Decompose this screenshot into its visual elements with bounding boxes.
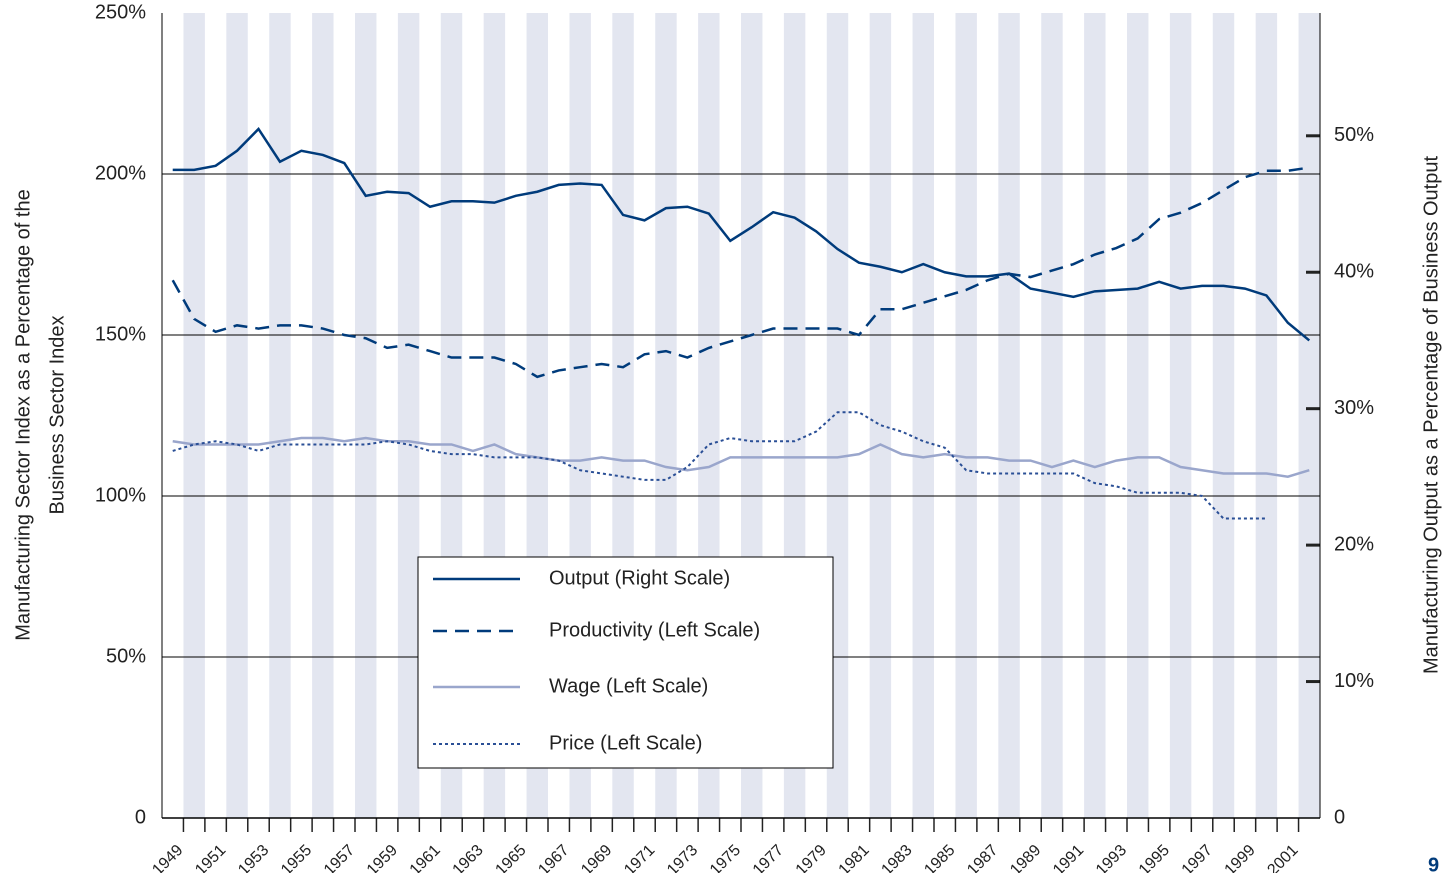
- legend-label: Productivity (Left Scale): [549, 619, 760, 641]
- page-number: 9: [1428, 854, 1439, 873]
- x-tick-label: 1983: [878, 842, 915, 873]
- y-axis-label: Manufacturing Sector Index as a Percenta…: [12, 189, 34, 640]
- x-tick-label: 1969: [578, 842, 615, 873]
- y-axis-label: Business Sector Index: [46, 316, 68, 515]
- x-tick-label: 1963: [450, 842, 487, 873]
- x-tick-label: 1985: [921, 842, 958, 873]
- legend-label: Wage (Left Scale): [549, 675, 708, 697]
- x-tick-label: 1971: [621, 842, 658, 873]
- x-tick-label: 1987: [964, 842, 1001, 873]
- y-tick-label: 50%: [106, 645, 146, 667]
- stripe: [1127, 13, 1149, 818]
- y-tick-label: 100%: [95, 484, 146, 506]
- stripe: [998, 13, 1020, 818]
- x-tick-label: 1973: [664, 842, 701, 873]
- stripe: [1255, 13, 1278, 818]
- x-tick-label: 1967: [535, 842, 572, 873]
- stripe: [869, 13, 892, 818]
- stripe: [1298, 13, 1320, 818]
- y-tick-label: 250%: [95, 1, 146, 23]
- x-tick-label: 1953: [235, 842, 272, 873]
- x-tick-label: 1977: [750, 842, 787, 873]
- x-tick-label: 1955: [278, 842, 315, 873]
- stripe: [1041, 13, 1063, 818]
- stripe: [355, 13, 377, 818]
- x-tick-label: 1981: [836, 842, 873, 873]
- legend-label: Price (Left Scale): [549, 732, 702, 754]
- stripe: [226, 13, 248, 818]
- series-line: [172, 126, 1311, 342]
- x-tick-label: 1979: [793, 842, 830, 873]
- x-tick-label: 1999: [1222, 842, 1259, 873]
- x-tick-label: 1957: [321, 842, 358, 873]
- y-tick-label: 0: [135, 806, 146, 828]
- stripe: [269, 13, 291, 818]
- y2-axis-label: Manufacturing Output as a Percentage of …: [1420, 156, 1442, 675]
- stripe: [955, 13, 977, 818]
- y-tick-label: 150%: [95, 323, 146, 345]
- y2-tick-label: 30%: [1334, 397, 1374, 419]
- y2-tick-label: 50%: [1334, 124, 1374, 146]
- y-tick-label: 200%: [95, 162, 146, 184]
- x-tick-label: 2001: [1264, 842, 1301, 873]
- series-line: [172, 436, 1310, 478]
- x-tick-label: 1961: [407, 842, 444, 873]
- stripe: [1084, 13, 1106, 818]
- x-tick-label: 1991: [1050, 842, 1087, 873]
- x-tick-label: 1997: [1179, 842, 1216, 873]
- x-tick-label: 1965: [492, 842, 529, 873]
- y2-tick-label: 0: [1334, 806, 1345, 828]
- y2-tick-label: 10%: [1334, 670, 1374, 692]
- legend: [417, 556, 834, 769]
- stripe: [312, 13, 334, 818]
- stripe: [397, 13, 420, 818]
- y2-tick-label: 40%: [1334, 261, 1374, 283]
- series-line: [171, 166, 1310, 379]
- y2-tick-label: 20%: [1334, 533, 1374, 555]
- x-tick-label: 1949: [149, 842, 186, 873]
- x-tick-label: 1995: [1136, 842, 1173, 873]
- stripe: [183, 13, 205, 818]
- x-tick-label: 1993: [1093, 842, 1130, 873]
- series-line: [172, 411, 1267, 520]
- x-tick-label: 1975: [707, 842, 744, 873]
- stripe: [1212, 13, 1235, 818]
- stripe: [912, 13, 934, 818]
- x-tick-label: 1951: [192, 842, 229, 873]
- x-tick-label: 1989: [1007, 842, 1044, 873]
- stripe: [1169, 13, 1192, 818]
- legend-label: Output (Right Scale): [549, 567, 730, 589]
- x-tick-label: 1959: [364, 842, 401, 873]
